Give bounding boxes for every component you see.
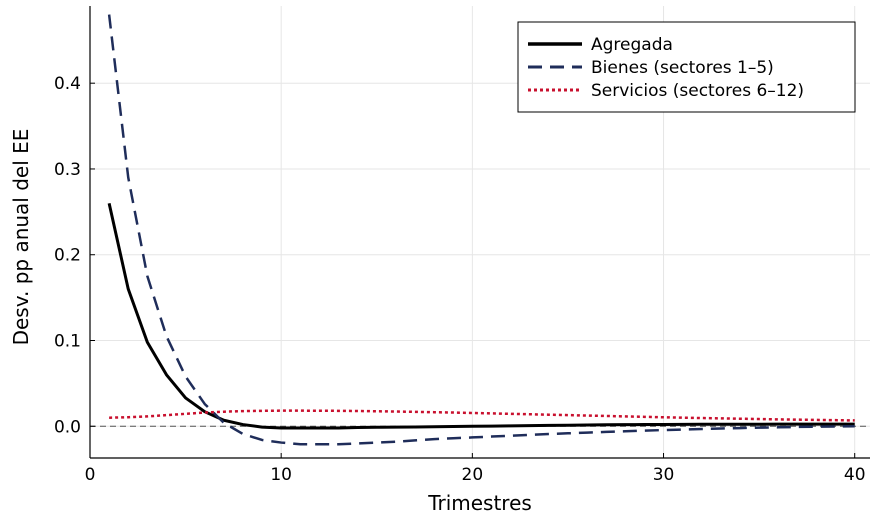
legend: Agregada Bienes (sectores 1–5) Servicios (… (517, 21, 856, 113)
legend-label-0: Agregada (591, 35, 673, 55)
y-tick-label-1: 0.1 (54, 331, 81, 351)
legend-label-1: Bienes (sectores 1–5) (591, 58, 774, 78)
x-axis-title: Trimestres (427, 491, 532, 515)
axes (89, 6, 870, 459)
x-tick-label-0: 0 (85, 465, 96, 485)
x-tick-label-3: 30 (653, 465, 675, 485)
legend-label-2: Servicios (sectores 6–12) (591, 81, 804, 101)
series-layer (107, 14, 855, 446)
y-tick-label-0: 0.0 (54, 417, 81, 437)
x-tick-label-2: 20 (462, 465, 484, 485)
y-tick-label-3: 0.3 (54, 160, 81, 180)
ticks: 0 10 20 30 40 0.0 0.1 0.2 0.3 0.4 (54, 74, 866, 485)
y-tick-label-2: 0.2 (54, 246, 81, 266)
x-tick-label-1: 10 (270, 465, 292, 485)
y-tick-label-4: 0.4 (54, 74, 81, 94)
y-axis-title: Desv. pp anual del EE (9, 129, 33, 346)
series-line-2 (109, 409, 855, 422)
x-tick-label-4: 40 (844, 465, 866, 485)
series-line-1 (107, 14, 855, 446)
series-line-0 (107, 202, 855, 430)
